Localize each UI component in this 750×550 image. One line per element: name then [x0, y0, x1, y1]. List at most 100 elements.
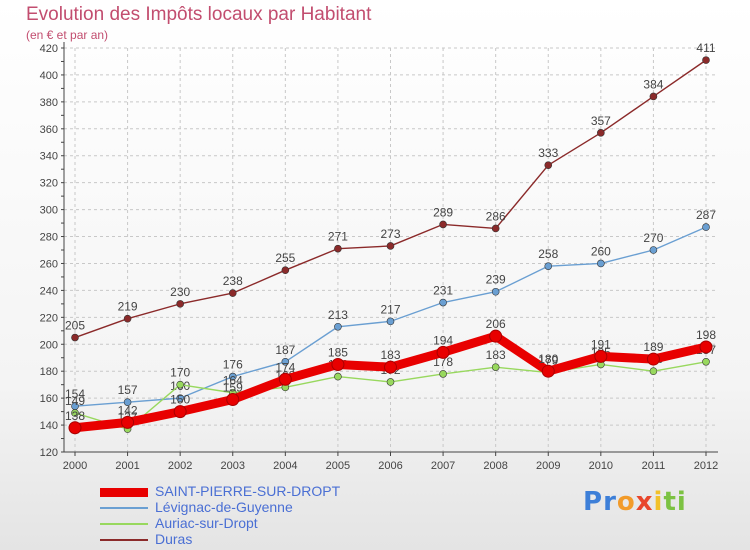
data-point-saint-pierre-sur-dropt: [331, 357, 345, 371]
y-tick-label: 300: [40, 205, 58, 217]
data-point-duras: [123, 314, 132, 323]
data-label-saint-pierre-sur-dropt: 174: [275, 360, 295, 374]
data-point-duras: [491, 224, 500, 233]
x-tick-label: 2005: [326, 460, 350, 472]
data-label-l-vignac-de-guyenne: 270: [643, 231, 663, 245]
data-point-saint-pierre-sur-dropt: [594, 349, 608, 363]
data-point-duras: [544, 161, 553, 169]
logo-letter: i: [676, 487, 687, 517]
data-point-l-vignac-de-guyenne: [123, 398, 132, 406]
x-tick-label: 2011: [642, 460, 666, 472]
logo-letter: x: [635, 487, 654, 517]
y-tick-label: 260: [40, 258, 58, 270]
data-point-saint-pierre-sur-dropt: [226, 392, 240, 406]
x-tick-label: 2008: [483, 460, 507, 472]
data-label-saint-pierre-sur-dropt: 150: [170, 393, 190, 407]
data-label-l-vignac-de-guyenne: 287: [696, 208, 716, 222]
y-tick-label: 380: [40, 97, 58, 109]
data-point-saint-pierre-sur-dropt: [699, 340, 713, 354]
data-point-saint-pierre-sur-dropt: [646, 352, 660, 366]
data-point-auriac-sur-dropt: [71, 409, 79, 417]
legend-swatch-levignac: [100, 507, 148, 509]
x-tick-label: 2009: [536, 460, 560, 472]
data-point-duras: [176, 300, 184, 308]
y-tick-label: 180: [40, 366, 58, 378]
chart-subtitle: (en € et par an): [26, 28, 109, 42]
data-label-saint-pierre-sur-dropt: 142: [118, 403, 138, 417]
data-point-duras: [281, 266, 290, 275]
data-point-auriac-sur-dropt: [386, 378, 395, 386]
data-point-saint-pierre-sur-dropt: [489, 329, 503, 343]
legend-label-auriac: Auriac-sur-Dropt: [155, 515, 258, 531]
x-tick-label: 2007: [431, 460, 455, 472]
data-point-l-vignac-de-guyenne: [176, 394, 184, 402]
x-tick-label: 2001: [115, 460, 139, 472]
data-label-l-vignac-de-guyenne: 239: [486, 273, 506, 287]
data-point-l-vignac-de-guyenne: [334, 322, 342, 331]
data-label-saint-pierre-sur-dropt: 189: [643, 340, 663, 354]
data-label-l-vignac-de-guyenne: 260: [591, 244, 611, 258]
data-label-l-vignac-de-guyenne: 258: [538, 247, 558, 261]
data-label-saint-pierre-sur-dropt: 194: [433, 333, 453, 347]
data-point-saint-pierre-sur-dropt: [68, 421, 82, 435]
data-point-l-vignac-de-guyenne: [544, 262, 553, 270]
data-label-saint-pierre-sur-dropt: 159: [223, 380, 243, 394]
data-label-saint-pierre-sur-dropt: 138: [65, 409, 85, 423]
y-tick-label: 320: [40, 178, 58, 190]
data-label-duras: 357: [591, 114, 611, 128]
x-tick-label: 2006: [378, 460, 402, 472]
data-point-duras: [228, 289, 237, 297]
data-point-saint-pierre-sur-dropt: [436, 345, 450, 359]
proxiti-logo[interactable]: Proxiti: [583, 487, 687, 517]
data-label-saint-pierre-sur-dropt: 185: [328, 345, 348, 359]
y-tick-label: 200: [40, 339, 58, 351]
logo-letter: o: [616, 487, 636, 517]
legend-swatch-saint-pierre: [100, 488, 148, 497]
data-point-auriac-sur-dropt: [702, 357, 710, 366]
data-label-duras: 333: [538, 146, 558, 160]
data-label-duras: 411: [696, 41, 715, 55]
y-tick-label: 280: [40, 232, 58, 244]
logo-letter: t: [663, 487, 677, 517]
legend-swatch-duras: [100, 539, 148, 541]
data-label-duras: 219: [118, 300, 138, 314]
x-tick-label: 2003: [221, 460, 245, 472]
logo-letter: r: [603, 487, 617, 517]
data-label-l-vignac-de-guyenne: 217: [380, 302, 400, 316]
data-label-saint-pierre-sur-dropt: 180: [538, 352, 558, 366]
data-point-duras: [386, 242, 395, 250]
data-label-saint-pierre-sur-dropt: 198: [696, 328, 716, 342]
data-label-auriac-sur-dropt: 183: [486, 348, 506, 362]
data-point-saint-pierre-sur-dropt: [278, 372, 292, 386]
data-point-auriac-sur-dropt: [491, 363, 500, 371]
data-label-duras: 384: [643, 77, 663, 91]
x-tick-label: 2002: [168, 460, 192, 472]
legend-label-duras: Duras: [155, 531, 193, 547]
data-point-duras: [597, 129, 605, 137]
data-point-duras: [702, 56, 710, 64]
data-label-duras: 230: [170, 285, 190, 299]
data-label-l-vignac-de-guyenne: 176: [223, 358, 243, 372]
data-point-saint-pierre-sur-dropt: [541, 364, 555, 378]
y-tick-label: 340: [40, 151, 58, 163]
data-point-l-vignac-de-guyenne: [281, 357, 290, 366]
data-point-l-vignac-de-guyenne: [649, 246, 658, 254]
y-tick-label: 400: [40, 70, 58, 82]
data-label-l-vignac-de-guyenne: 157: [118, 383, 138, 397]
data-label-saint-pierre-sur-dropt: 191: [591, 337, 611, 351]
data-label-duras: 205: [65, 319, 85, 333]
y-tick-label: 360: [40, 124, 58, 136]
data-label-l-vignac-de-guyenne: 231: [433, 284, 453, 298]
data-label-l-vignac-de-guyenne: 213: [328, 308, 348, 322]
data-point-auriac-sur-dropt: [649, 367, 658, 376]
data-point-auriac-sur-dropt: [439, 370, 447, 378]
data-label-duras: 273: [380, 227, 400, 241]
data-point-l-vignac-de-guyenne: [702, 223, 710, 231]
data-label-duras: 286: [486, 209, 506, 223]
data-label-duras: 271: [328, 230, 348, 244]
data-point-l-vignac-de-guyenne: [597, 259, 605, 268]
data-point-l-vignac-de-guyenne: [386, 317, 395, 326]
y-tick-label: 420: [40, 43, 58, 55]
y-tick-label: 140: [40, 420, 58, 432]
data-label-saint-pierre-sur-dropt: 206: [486, 317, 506, 331]
